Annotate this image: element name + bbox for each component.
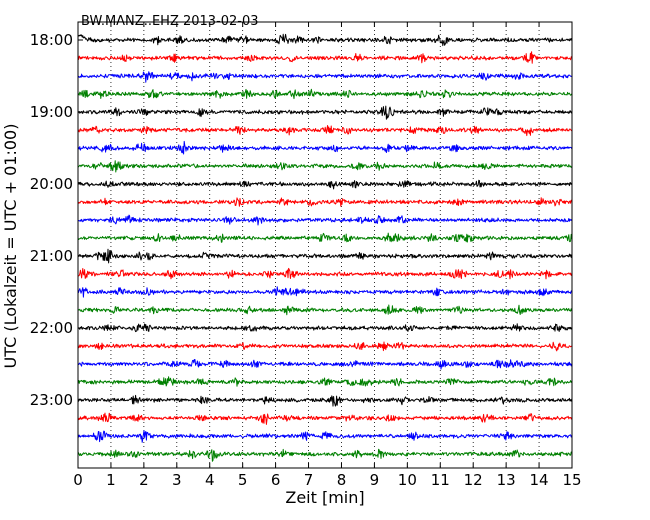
- seismic-trace-line: [77, 214, 573, 226]
- x-tick-label: 10: [398, 471, 417, 489]
- seismic-trace-line: [77, 33, 573, 47]
- y-tick-label: 20:00: [30, 175, 73, 193]
- seismic-trace-line: [77, 179, 573, 190]
- seismic-trace-line: [77, 412, 573, 425]
- seismic-traces: [77, 33, 573, 462]
- seismic-trace-line: [77, 232, 573, 243]
- x-tick-label: 7: [304, 471, 314, 489]
- x-tick-label: 4: [205, 471, 215, 489]
- x-tick-label: 5: [238, 471, 248, 489]
- plot-frame: [77, 21, 573, 469]
- chart-title: BW.MANZ..EHZ 2013-02-03: [81, 14, 259, 29]
- x-tick-label: 9: [370, 471, 380, 489]
- y-tick-label: 19:00: [30, 103, 73, 121]
- seismic-trace-line: [77, 341, 572, 352]
- x-tick-label: 13: [497, 471, 516, 489]
- x-tick-label: 8: [337, 471, 347, 489]
- x-tick-label: 15: [562, 471, 581, 489]
- seismic-trace-line: [77, 125, 573, 137]
- seismic-trace-line: [77, 248, 573, 264]
- seismic-trace-line: [77, 359, 573, 370]
- seismic-trace-line: [77, 394, 573, 407]
- seismic-trace-line: [77, 105, 573, 120]
- y-axis-label: UTC (Lokalzeit = UTC + 01:00): [1, 124, 20, 369]
- seismic-trace-line: [77, 160, 573, 173]
- x-tick-label: 14: [530, 471, 549, 489]
- seismic-trace-line: [77, 430, 573, 443]
- x-tick-label: 11: [431, 471, 450, 489]
- seismic-trace-line: [77, 376, 573, 387]
- seismic-trace-line: [77, 88, 573, 100]
- plot-area: [78, 22, 572, 468]
- x-tick-label: 0: [73, 471, 83, 489]
- y-tick-label: 23:00: [30, 391, 73, 409]
- x-tick-label: 3: [172, 471, 182, 489]
- x-axis-label: Zeit [min]: [285, 488, 364, 507]
- x-tick-label: 1: [106, 471, 116, 489]
- seismic-trace-line: [77, 140, 573, 155]
- seismic-trace-line: [77, 267, 573, 280]
- y-tick-label: 22:00: [30, 319, 73, 337]
- seismic-trace-line: [77, 323, 573, 333]
- seismic-trace-line: [77, 448, 573, 462]
- seismic-trace-line: [77, 51, 573, 64]
- x-tick-label: 6: [271, 471, 281, 489]
- seismic-trace-line: [77, 71, 573, 83]
- y-tick-label: 18:00: [30, 31, 73, 49]
- seismic-trace-line: [77, 197, 573, 207]
- x-tick-label: 12: [464, 471, 483, 489]
- axis-ticks: 0 1 2 3 4 5 6 7 8 9 10 11 12 13 14 1518:0019:0020:0021:…: [30, 22, 582, 489]
- seismic-trace-line: [77, 304, 573, 316]
- y-tick-label: 21:00: [30, 247, 73, 265]
- seismic-trace-line: [77, 286, 573, 298]
- x-tick-label: 2: [139, 471, 149, 489]
